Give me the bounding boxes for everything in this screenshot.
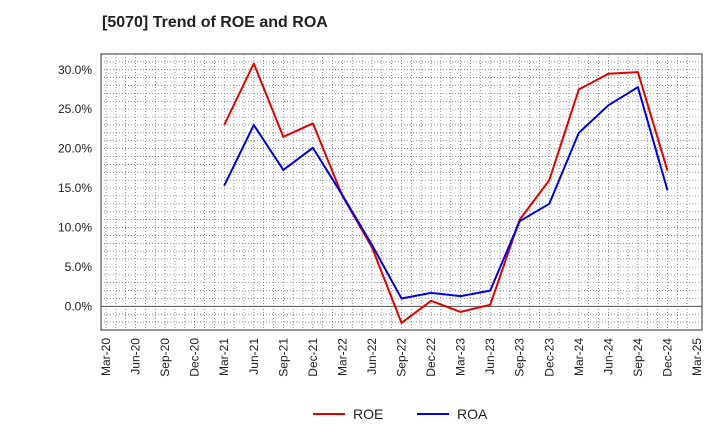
x-tick-label: Sep-21 [276,338,290,377]
y-tick-label: 10.0% [58,220,92,234]
series-line-roe [223,62,669,324]
x-tick-label: Dec-22 [424,338,438,377]
x-tick-label: Mar-22 [335,338,349,376]
x-tick-label: Dec-21 [306,338,320,377]
x-tick-label: Mar-21 [217,338,231,376]
x-tick-label: Jun-22 [365,338,379,375]
x-tick-label: Jun-21 [247,338,261,375]
x-tick-label: Jun-20 [129,338,143,375]
x-tick-label: Dec-20 [188,338,202,377]
x-tick-label: Jun-24 [601,338,615,375]
x-tick-label: Dec-24 [660,338,674,377]
legend-label-roa: ROA [457,406,488,422]
y-tick-label: 0.0% [65,299,93,313]
y-tick-label: 5.0% [65,260,93,274]
series-line-roa [223,86,669,300]
x-tick-label: Mar-24 [572,338,586,376]
x-tick-label: Dec-23 [542,338,556,377]
x-tick-label: Mar-20 [99,338,113,376]
x-tick-label: Mar-25 [690,338,704,376]
y-tick-label: 15.0% [58,181,92,195]
x-tick-label: Sep-22 [395,338,409,377]
x-tick-label: Sep-23 [513,338,527,377]
x-tick-label: Mar-23 [454,338,468,376]
x-tick-label: Sep-20 [158,338,172,377]
legend-label-roe: ROE [353,406,383,422]
y-tick-label: 30.0% [58,63,92,77]
x-tick-label: Jun-23 [483,338,497,375]
x-tick-label: Sep-24 [631,338,645,377]
y-tick-label: 20.0% [58,142,92,156]
chart-title: [5070] Trend of ROE and ROA [102,14,328,31]
y-tick-label: 25.0% [58,102,92,116]
